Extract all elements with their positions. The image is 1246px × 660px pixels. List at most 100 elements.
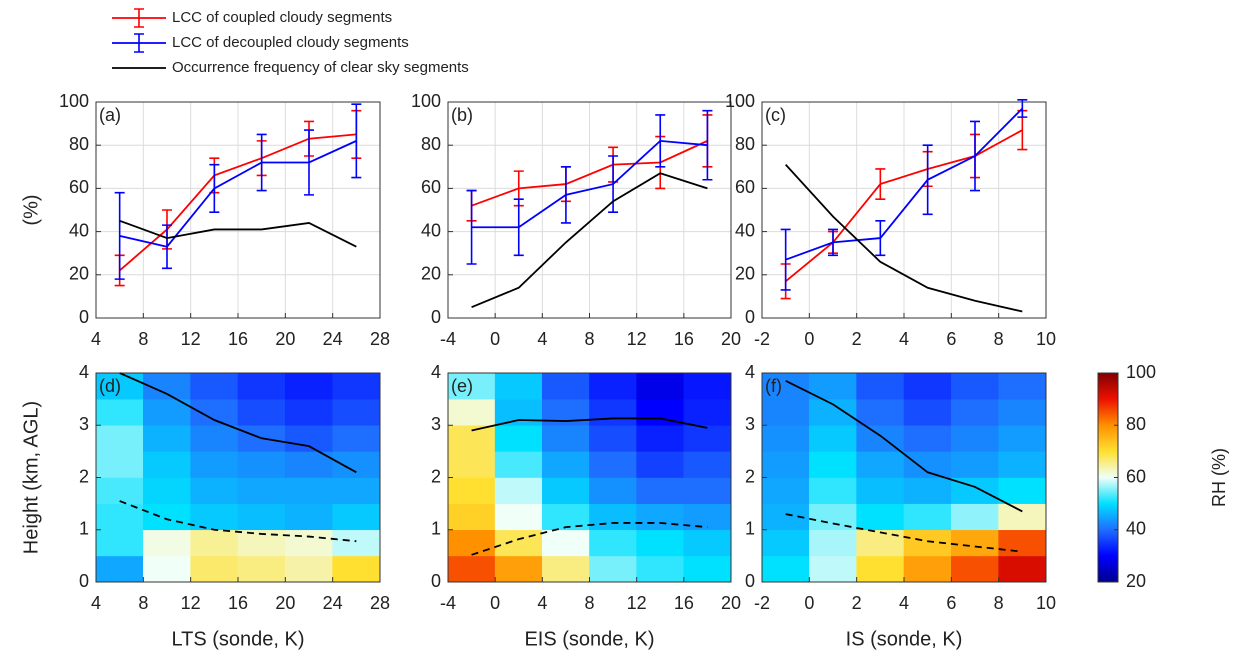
colorbar-tick-label: 80 (1126, 414, 1146, 434)
heat-cell (143, 555, 191, 583)
heat-cell (143, 451, 191, 478)
y-tick-label: 20 (735, 264, 755, 284)
x-tick-label: -4 (440, 593, 456, 613)
heat-cell (447, 529, 496, 557)
plot-frame (95, 101, 381, 319)
y-tick-label: 40 (735, 220, 755, 240)
x-tick-label: 16 (228, 593, 248, 613)
heat-cell (683, 555, 732, 583)
heat-cell (951, 529, 999, 557)
heat-cell (332, 529, 381, 557)
heat-cell (95, 424, 144, 452)
heat-cell (761, 477, 810, 504)
x-tick-label: 8 (994, 329, 1004, 349)
heat-cell (332, 477, 381, 504)
heat-cell (332, 398, 381, 426)
heat-cell (951, 555, 999, 583)
heat-cell (683, 372, 732, 400)
heat-cell (636, 372, 685, 400)
heat-cell (998, 503, 1047, 531)
heat-cell (190, 555, 239, 583)
x-tick-label: 4 (899, 593, 909, 613)
x-tick-label: 8 (584, 329, 594, 349)
heat-cell (903, 555, 952, 583)
heat-cell (809, 424, 857, 452)
heat-cell (903, 503, 952, 531)
x-tick-label: 16 (228, 329, 248, 349)
heat-cell (190, 529, 239, 557)
x-tick-label: 0 (804, 329, 814, 349)
y-tick-label: 20 (69, 264, 89, 284)
legend-errorbar (134, 8, 144, 28)
series-line (785, 513, 1023, 553)
series-line (785, 107, 1023, 261)
y-tick-label: 80 (69, 134, 89, 154)
heat-cell (143, 424, 191, 452)
heat-cell (589, 424, 637, 452)
x-axis-label: IS (sonde, K) (846, 628, 963, 650)
colorbar-tick-label: 40 (1126, 519, 1146, 539)
heat-cell (237, 503, 286, 531)
heat-cell (95, 451, 144, 478)
heat-cell (998, 372, 1047, 400)
heat-cell (951, 372, 999, 400)
heat-cell (542, 424, 590, 452)
colorbar-tick-label: 100 (1126, 362, 1156, 382)
x-axis-label: EIS (sonde, K) (524, 628, 654, 650)
heat-cell (856, 372, 905, 400)
series-line (119, 140, 357, 248)
heat-cell (285, 555, 333, 583)
x-tick-label: 6 (946, 329, 956, 349)
error-bar (466, 189, 477, 265)
heat-cell (95, 398, 144, 426)
heat-cell (589, 477, 637, 504)
heat-cell (447, 424, 496, 452)
heat-cell (494, 398, 543, 426)
heat-cell (903, 424, 952, 452)
heat-cell (809, 555, 857, 583)
x-tick-label: 4 (537, 329, 547, 349)
heat-cell (332, 451, 381, 478)
panel-label: (d) (99, 376, 121, 396)
heat-cell (190, 424, 239, 452)
x-tick-label: 20 (275, 329, 295, 349)
heat-cell (761, 451, 810, 478)
legend-errorbar (134, 33, 144, 53)
heat-cell (285, 372, 333, 400)
heat-cell (761, 555, 810, 583)
heat-cell (190, 477, 239, 504)
heat-cell (542, 477, 590, 504)
y-tick-label: 80 (735, 134, 755, 154)
x-tick-label: 4 (537, 593, 547, 613)
x-tick-label: 0 (490, 329, 500, 349)
x-tick-label: 8 (584, 593, 594, 613)
heat-cell (951, 503, 999, 531)
panel-label: (e) (451, 376, 473, 396)
series-line (785, 380, 1023, 513)
y-tick-label: 4 (79, 362, 89, 382)
y-tick-label: 80 (421, 134, 441, 154)
heat-cell (683, 477, 732, 504)
heat-cell (143, 503, 191, 531)
heat-cell (95, 477, 144, 504)
heat-cell (285, 477, 333, 504)
heat-cell (332, 372, 381, 400)
heat-cell (903, 398, 952, 426)
x-tick-label: 20 (275, 593, 295, 613)
x-tick-label: 24 (323, 329, 343, 349)
heat-cell (998, 424, 1047, 452)
heat-cell (190, 372, 239, 400)
heat-cell (589, 451, 637, 478)
y-tick-label: 1 (431, 519, 441, 539)
heat-cell (589, 555, 637, 583)
y-tick-label: 4 (431, 362, 441, 382)
heat-cell (589, 529, 637, 557)
series-line (785, 164, 1023, 313)
x-tick-label: 4 (899, 329, 909, 349)
plot-frame (95, 372, 381, 583)
heat-cell (494, 372, 543, 400)
y-tick-label: 1 (79, 519, 89, 539)
heat-cell (190, 451, 239, 478)
series-line (471, 522, 708, 556)
heat-cell (636, 424, 685, 452)
